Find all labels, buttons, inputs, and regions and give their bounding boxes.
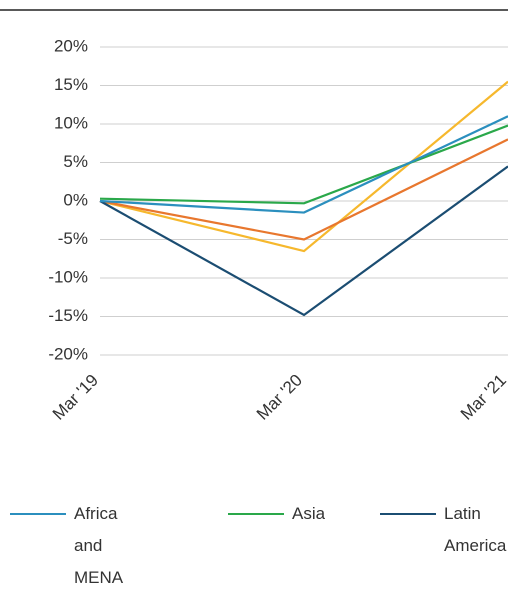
legend-item: Latin America [380,498,508,562]
series-line [99,124,508,205]
y-tick-label: 15% [54,75,88,94]
legend-item: Africa and MENA [10,498,125,594]
y-tick-label: 20% [54,36,88,55]
y-tick-label: 5% [63,152,88,171]
series-line [99,80,508,253]
y-tick-label: 0% [63,190,88,209]
series-line [99,115,508,214]
y-tick-label: -20% [48,344,88,363]
series-line [99,138,508,241]
legend-label: Latin America [444,504,507,555]
x-tick-label: Mar '19 [49,371,102,424]
chart: 20% 15% 10% 5% 0% -5% -10% -15% -20% Mar '19 Mar '… [0,9,508,424]
y-tick-label: 10% [54,113,88,132]
x-tick-label: Mar '20 [253,371,306,424]
legend-swatch [380,513,436,515]
legend-label: Africa and MENA [74,504,124,587]
y-tick-label: -15% [48,306,88,325]
legend-swatch [10,513,66,515]
y-tick-label: -5% [58,229,88,248]
page: 20% 15% 10% 5% 0% -5% -10% -15% -20% Mar '19 Mar '… [0,9,508,587]
y-tick-label: -10% [48,267,88,286]
series-line [99,165,508,317]
legend-swatch [228,513,284,515]
legend-label: Asia [292,504,326,523]
x-tick-label: Mar '21 [457,371,508,424]
legend-item: Asia [228,498,348,530]
